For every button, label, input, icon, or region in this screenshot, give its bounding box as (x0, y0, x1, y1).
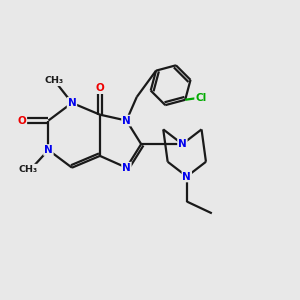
Text: N: N (122, 116, 131, 126)
Text: N: N (122, 163, 131, 173)
Text: N: N (44, 145, 53, 155)
Text: Cl: Cl (195, 93, 206, 103)
Text: O: O (96, 83, 104, 93)
Text: N: N (182, 172, 191, 182)
Text: O: O (17, 116, 26, 126)
Text: N: N (178, 139, 187, 149)
Text: N: N (68, 98, 76, 108)
Text: CH₃: CH₃ (45, 76, 64, 85)
Text: CH₃: CH₃ (18, 165, 38, 174)
